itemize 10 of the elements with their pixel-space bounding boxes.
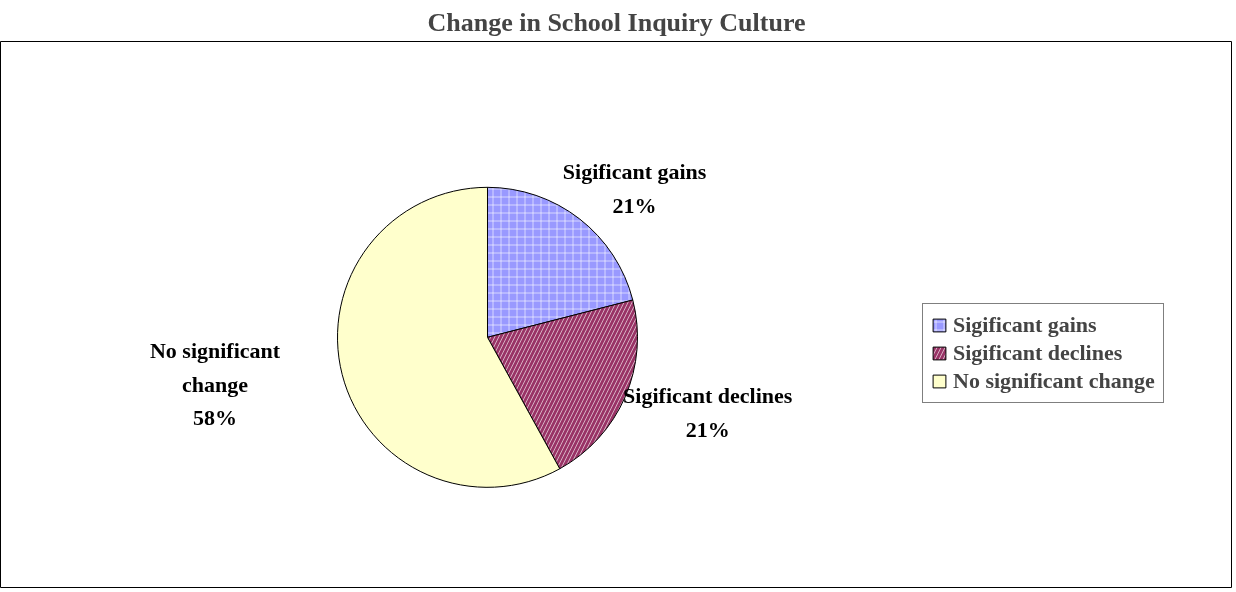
legend-label: Sigificant gains (953, 312, 1097, 338)
slice-label: Sigificant gains (562, 159, 707, 185)
slice-label: Sigificant declines (623, 382, 793, 408)
data-label: 21% (685, 416, 730, 442)
legend-label: Sigificant declines (953, 340, 1123, 366)
chart-title: Change in School Inquiry Culture (427, 7, 806, 37)
legend-label: No significant change (953, 368, 1155, 394)
data-label: 21% (612, 192, 657, 218)
data-label: 58% (193, 405, 238, 431)
slice-label: No significant change (149, 337, 281, 397)
